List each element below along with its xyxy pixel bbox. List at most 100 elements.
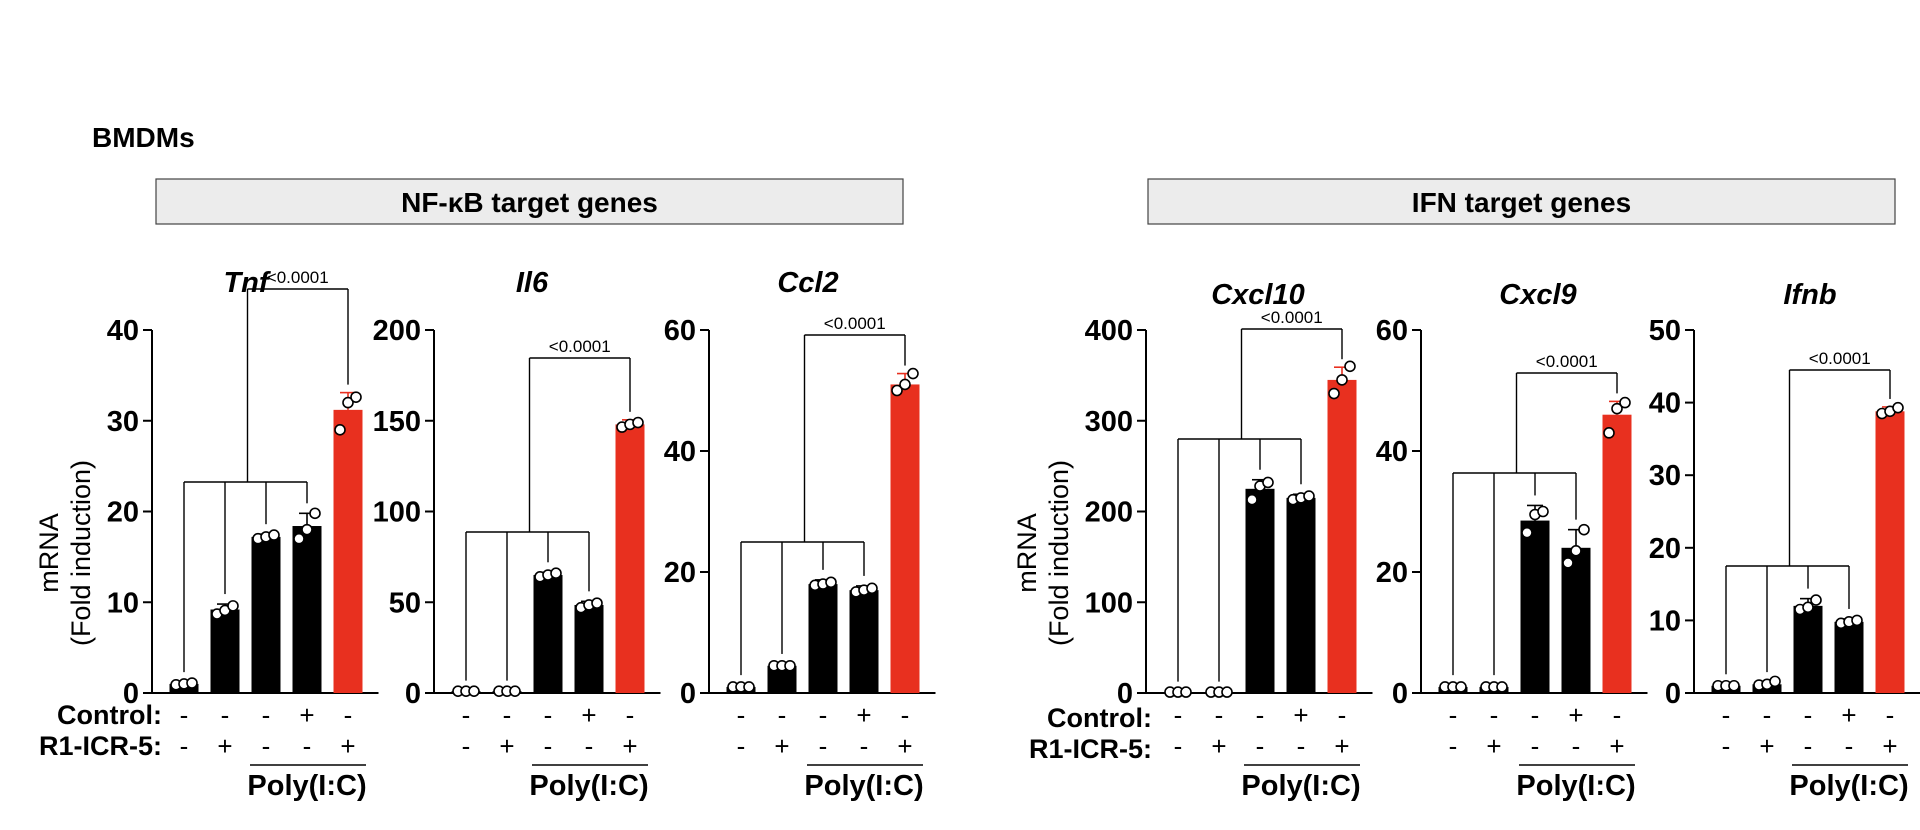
bar [1875,411,1905,693]
y-tick-label: 100 [1085,587,1133,619]
inhibitor-sign: + [622,731,637,761]
bar [890,384,920,693]
control-sign: - [1722,700,1731,730]
bar [251,536,281,693]
inhibitor-sign: - [819,731,828,761]
treatment-label: Poly(I:C) [1241,770,1360,802]
y-label-line2: (Fold induction) [66,460,96,646]
y-tick-label: 40 [664,436,696,468]
group-header-box [1147,178,1896,225]
y-tick-label: 100 [373,497,421,529]
control-sign: - [901,700,910,730]
bar [1327,379,1357,693]
y-tick-label: 30 [1649,460,1681,492]
inhibitor-sign: + [774,731,789,761]
data-point [891,384,903,397]
data-point [1892,401,1904,414]
chart-title: Cxcl9 [1499,279,1576,311]
y-tick-label: 40 [1376,436,1408,468]
y-tick-label: 0 [1392,678,1408,710]
inhibitor-sign: - [737,731,746,761]
bar [1245,488,1275,693]
y-tick-label: 0 [1665,678,1681,710]
control-sign: - [462,700,471,730]
y-tick-label: 0 [1117,678,1133,710]
control-sign: - [1215,700,1224,730]
data-point [866,582,878,595]
bar [1520,520,1550,693]
y-tick-label: 150 [373,406,421,438]
bar [808,584,838,693]
y-label-right: mRNA (Fold induction) [1012,460,1074,646]
inhibitor-sign: + [1882,731,1897,761]
data-point [1619,396,1631,409]
control-sign: - [1338,700,1347,730]
data-point [342,396,354,409]
data-point [1578,523,1590,536]
group-header-label: IFN target genes [1412,187,1631,218]
control-sign: - [778,700,787,730]
control-sign: + [856,700,871,730]
group-header-box [155,178,904,225]
y-tick-label: 40 [1649,388,1681,420]
control-sign: - [1174,700,1183,730]
treatment-label: Poly(I:C) [1789,770,1908,802]
data-point [1521,526,1533,539]
condition-labels-left: Control: R1-ICR-5: [39,700,162,761]
treatment-label: Poly(I:C) [1516,770,1635,802]
group-header-nfkb: NF-κB target genes [155,178,904,225]
bar [1793,605,1823,693]
group-header-label: NF-κB target genes [401,187,658,218]
p-value: <0.0001 [1809,349,1871,368]
control-row-label: Control: [57,700,162,730]
p-value: <0.0001 [267,268,329,287]
bar [849,590,879,693]
control-sign: - [1531,700,1540,730]
data-point [1246,493,1258,506]
y-tick-label: 20 [664,557,696,589]
data-point [1344,360,1356,373]
data-point [591,597,603,609]
inhibitor-sign: - [303,731,312,761]
bar [1602,414,1632,693]
group-header-ifn: IFN target genes [1147,178,1896,225]
y-label-line2: (Fold induction) [1044,460,1074,646]
control-sign: - [1886,700,1895,730]
data-point [1336,374,1348,386]
control-sign: + [1568,700,1583,730]
data-point [1810,594,1822,606]
treatment-label: Poly(I:C) [804,770,923,802]
inhibitor-sign: + [340,731,355,761]
control-sign: - [262,700,271,730]
data-point [1496,681,1508,693]
y-tick-label: 30 [107,406,139,438]
data-point [468,685,480,697]
bar [333,409,363,693]
y-tick-label: 40 [107,315,139,347]
treatment-label: Poly(I:C) [247,770,366,802]
inhibitor-sign: + [1759,731,1774,761]
control-sign: + [299,700,314,730]
data-point [293,532,305,545]
data-point [334,424,346,436]
bar [1286,497,1316,693]
control-sign: - [819,700,828,730]
inhibitor-row-label: R1-ICR-5: [39,731,162,761]
treatment-label: Poly(I:C) [529,770,648,802]
inhibitor-sign: - [1804,731,1813,761]
y-label-line1: mRNA [34,513,64,593]
data-point [1802,601,1814,614]
data-point [1180,686,1192,698]
data-point [1328,387,1340,400]
y-tick-label: 0 [680,678,696,710]
chart-title: Ccl2 [777,267,838,299]
inhibitor-sign: - [1297,731,1306,761]
y-tick-label: 300 [1085,406,1133,438]
control-sign: - [221,700,230,730]
y-tick-label: 200 [1085,497,1133,529]
data-point [227,600,239,612]
data-point [743,681,755,693]
